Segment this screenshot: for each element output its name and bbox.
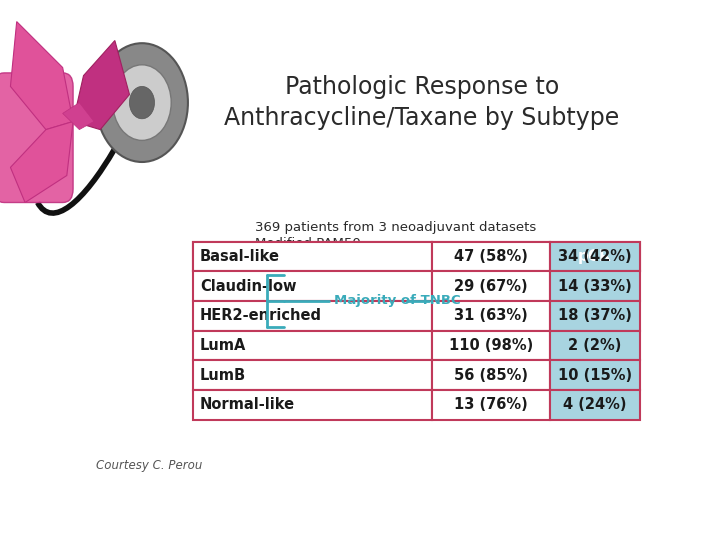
Bar [193,390,432,420]
Text: Residual dz: Residual dz [442,249,540,264]
Bar [193,360,432,390]
Text: 2 (2%): 2 (2%) [568,338,621,353]
Bar [550,360,639,390]
Bar [193,301,432,330]
Text: LumA: LumA [200,338,246,353]
Text: Classification: Classification [200,249,315,264]
Text: HER2-enriched: HER2-enriched [200,308,322,323]
Bar [550,271,639,301]
Text: 31 (63%): 31 (63%) [454,308,528,323]
Text: 110 (98%): 110 (98%) [449,338,534,353]
Bar [432,330,550,360]
Text: Courtesy C. Perou: Courtesy C. Perou [96,460,202,472]
Text: pCR: pCR [578,249,612,264]
FancyBboxPatch shape [0,73,73,202]
Bar [550,241,639,271]
Text: 29 (67%): 29 (67%) [454,279,528,294]
Bar [550,301,639,330]
Text: 13 (76%): 13 (76%) [454,397,528,413]
Bar [193,241,432,271]
Bar [193,330,432,360]
Bar [432,241,550,271]
Bar [550,390,639,420]
Text: 369 patients from 3 neoadjuvant datasets: 369 patients from 3 neoadjuvant datasets [255,221,536,234]
Bar [432,241,550,271]
Polygon shape [10,22,73,130]
Bar [432,360,550,390]
Polygon shape [73,40,130,130]
Text: 14 (33%): 14 (33%) [558,279,632,294]
Bar [550,241,639,271]
Bar [432,390,550,420]
Bar [193,241,432,271]
Text: Pathologic Response to
Anthracycline/Taxane by Subtype: Pathologic Response to Anthracycline/Tax… [225,75,620,130]
Text: Overall pCR rate = 22% (82/369): Overall pCR rate = 22% (82/369) [255,254,475,267]
Bar [550,330,639,360]
Text: Basal-like: Basal-like [200,249,280,264]
Text: 4 (24%): 4 (24%) [563,397,626,413]
Text: 34 (42%): 34 (42%) [558,249,632,264]
Text: 56 (85%): 56 (85%) [454,368,528,383]
Text: Modified PAM50: Modified PAM50 [255,238,361,251]
Circle shape [130,86,155,119]
Text: Claudin-low: Claudin-low [200,279,297,294]
Bar [193,271,432,301]
Polygon shape [10,122,73,202]
Text: 18 (37%): 18 (37%) [558,308,632,323]
Text: Normal-like: Normal-like [200,397,295,413]
Circle shape [96,43,188,162]
Text: 10 (15%): 10 (15%) [558,368,632,383]
Text: LumB: LumB [200,368,246,383]
Text: 47 (58%): 47 (58%) [454,249,528,264]
Bar [432,271,550,301]
Circle shape [113,65,171,140]
Text: Majority of TNBC: Majority of TNBC [334,294,461,307]
Bar [432,301,550,330]
Polygon shape [63,103,94,130]
